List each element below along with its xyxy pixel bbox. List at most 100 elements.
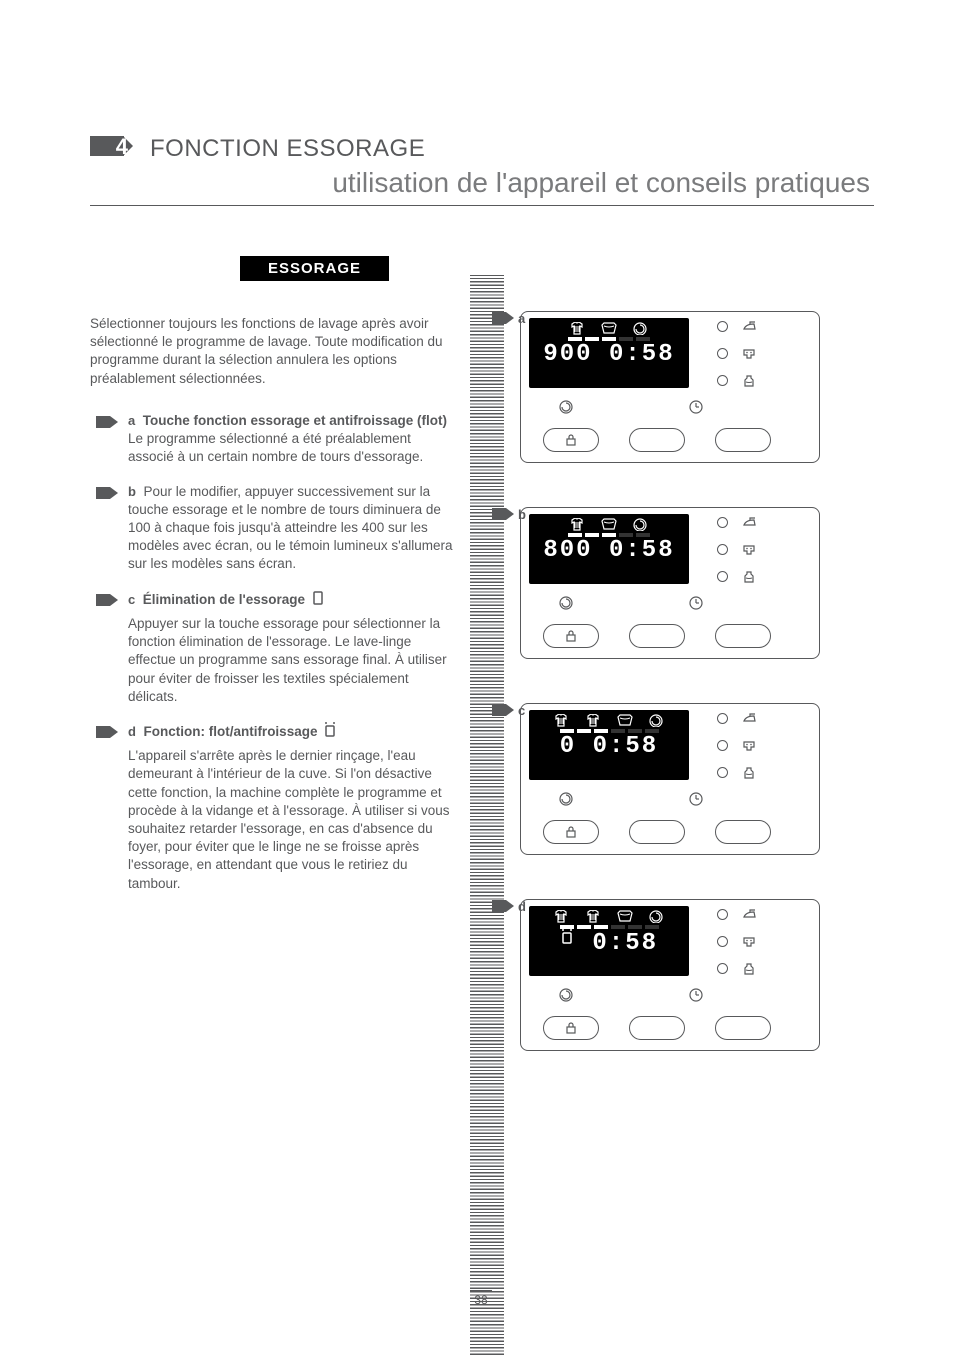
control-panel-box: 900 0:58 — [520, 311, 820, 463]
indicator-row — [717, 962, 757, 975]
led-icon — [717, 909, 728, 920]
iron-icon — [742, 516, 757, 529]
lcd-spiral-icon — [633, 518, 649, 531]
bottle-icon — [742, 374, 757, 387]
item-letter: a — [128, 413, 135, 428]
lock-icon — [564, 1021, 578, 1035]
section-number: 4 — [116, 134, 128, 160]
indicator-row — [717, 516, 757, 529]
lcd-spin-value — [560, 930, 576, 957]
panel-c: c0 0:58 — [520, 703, 874, 855]
lcd-time-value: 0:58 — [593, 733, 659, 760]
temp-icon — [742, 739, 757, 752]
text-item-c: c Élimination de l'essorage Appuyer sur … — [90, 590, 460, 706]
panel-button-1[interactable] — [543, 1016, 599, 1040]
panel-button-1[interactable] — [543, 428, 599, 452]
panel-button-2[interactable] — [629, 820, 685, 844]
indicator-lights — [697, 906, 757, 976]
indicator-row — [717, 712, 757, 725]
item-body-text: Pour le modifier, appuyer successivement… — [128, 484, 453, 572]
panel-button-2[interactable] — [629, 428, 685, 452]
led-icon — [717, 740, 728, 751]
item-body-text: Appuyer sur la touche essorage pour séle… — [128, 616, 447, 704]
led-icon — [717, 544, 728, 555]
lcd-basin-icon — [601, 322, 617, 335]
spin-icon — [559, 988, 573, 1002]
lcd-display: 0 0:58 — [529, 710, 689, 780]
bottle-icon — [742, 962, 757, 975]
panel-button-3[interactable] — [715, 820, 771, 844]
lock-icon — [564, 629, 578, 643]
lcd-tshirt-icon — [569, 322, 585, 335]
panel-button-2[interactable] — [629, 1016, 685, 1040]
panel-button-3[interactable] — [715, 428, 771, 452]
led-icon — [717, 936, 728, 947]
temp-icon — [742, 935, 757, 948]
indicator-row — [717, 347, 757, 360]
lcd-basin-icon — [601, 518, 617, 531]
indicator-row — [717, 543, 757, 556]
button-row — [543, 820, 811, 844]
panel-button-1[interactable] — [543, 820, 599, 844]
panel-a: a900 0:58 — [520, 311, 874, 463]
led-icon — [717, 348, 728, 359]
lcd-display: 900 0:58 — [529, 318, 689, 388]
hatch-strip — [470, 275, 504, 1355]
control-panel-box: 0 0:58 — [520, 703, 820, 855]
item-body-text: Le programme sélectionné a été préalable… — [128, 431, 423, 464]
panel-button-2[interactable] — [629, 624, 685, 648]
header-rule — [90, 205, 874, 206]
clock-icon — [689, 596, 703, 610]
text-item-a: a Touche fonction essorage et antifroiss… — [90, 412, 460, 467]
lcd-tshirt-icon — [553, 714, 569, 727]
panel-button-1[interactable] — [543, 624, 599, 648]
lcd-time-value: 0:58 — [609, 537, 675, 564]
control-panel-box: 0:58 — [520, 899, 820, 1051]
clock-icon — [689, 400, 703, 414]
essorage-heading: ESSORAGE — [240, 256, 389, 281]
item-letter: c — [128, 592, 135, 607]
indicator-row — [717, 739, 757, 752]
lcd-spin-value: 900 — [543, 341, 592, 368]
lock-icon — [564, 433, 578, 447]
text-item-b: b Pour le modifier, appuyer successiveme… — [90, 483, 460, 574]
lcd-tshirt-icon — [569, 518, 585, 531]
iron-icon — [742, 320, 757, 333]
item-title: Fonction: flot/antifroissage — [143, 724, 317, 739]
lcd-display: 800 0:58 — [529, 514, 689, 584]
header: 4 FONCTION ESSORAGE — [90, 130, 874, 163]
panel-d: d 0:58 — [520, 899, 874, 1051]
indicator-row — [717, 935, 757, 948]
indicator-row — [717, 320, 757, 333]
lcd-tshirt-icon — [553, 910, 569, 923]
panel-button-3[interactable] — [715, 1016, 771, 1040]
temp-icon — [742, 347, 757, 360]
led-icon — [717, 517, 728, 528]
indicator-row — [717, 570, 757, 583]
temp-icon — [742, 543, 757, 556]
indicator-lights — [697, 710, 757, 780]
page-number: 38 — [470, 1290, 492, 1307]
iron-icon — [742, 712, 757, 725]
panel-button-3[interactable] — [715, 624, 771, 648]
clock-icon — [689, 792, 703, 806]
lcd-spiral-icon — [649, 714, 665, 727]
indicator-lights — [697, 318, 757, 388]
indicator-row — [717, 908, 757, 921]
lcd-time-value: 0:58 — [609, 341, 675, 368]
lcd-basin-icon — [617, 714, 633, 727]
led-icon — [717, 713, 728, 724]
item-letter: b — [128, 484, 136, 499]
item-letter: d — [128, 724, 136, 739]
button-row — [543, 428, 811, 452]
control-panel-box: 800 0:58 — [520, 507, 820, 659]
diagram-column: a900 0:58 b800 0:58 c0 0:58 d 0:58 — [460, 293, 874, 1095]
item-marker — [90, 592, 118, 608]
panel-b: b800 0:58 — [520, 507, 874, 659]
section-marker: 4 — [90, 136, 124, 156]
lcd-tshirt-icon — [585, 714, 601, 727]
led-icon — [717, 571, 728, 582]
clock-icon — [689, 988, 703, 1002]
spin-icon — [559, 792, 573, 806]
indicator-lights — [697, 514, 757, 584]
